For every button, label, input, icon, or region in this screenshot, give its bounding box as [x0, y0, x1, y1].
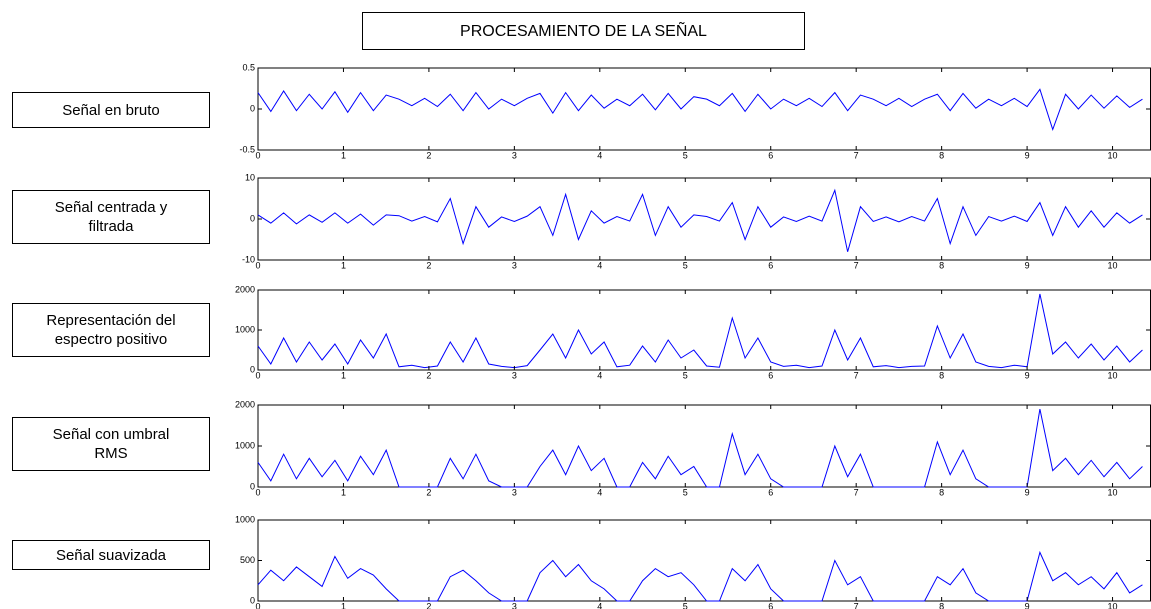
plot-frame: [257, 177, 1151, 261]
x-tick-label: 9: [1025, 601, 1030, 609]
x-tick-label: 1: [341, 150, 346, 160]
plot-frame: [257, 519, 1151, 602]
x-tick-label: 4: [597, 150, 602, 160]
x-tick-label: 3: [512, 370, 517, 380]
x-tick-label: 8: [939, 150, 944, 160]
x-tick-label: 5: [683, 487, 688, 497]
signal-line: [257, 550, 1143, 602]
x-tick-label: 0: [255, 601, 260, 609]
signal-line: [257, 408, 1143, 488]
x-tick-label: 4: [597, 601, 602, 609]
x-tick-label: 0: [255, 260, 260, 270]
x-tick-label: 4: [597, 487, 602, 497]
x-tick-label: 6: [768, 150, 773, 160]
x-tick-label: 10: [1108, 260, 1118, 270]
plot-label: Señal en bruto: [12, 92, 210, 128]
x-tick-label: 6: [768, 487, 773, 497]
x-tick-label: 6: [768, 370, 773, 380]
x-tick-label: 7: [854, 260, 859, 270]
x-tick-label: 5: [683, 601, 688, 609]
signal-line: [257, 188, 1143, 252]
x-tick-label: 3: [512, 150, 517, 160]
x-tick-label: 1: [341, 487, 346, 497]
x-tick-label: 10: [1108, 150, 1118, 160]
x-tick-label: 1: [341, 601, 346, 609]
x-tick-label: 8: [939, 260, 944, 270]
x-tick-label: 2: [426, 370, 431, 380]
plot-frame: [257, 289, 1151, 371]
x-tick-label: 9: [1025, 150, 1030, 160]
x-tick-label: 3: [512, 487, 517, 497]
x-tick-label: 7: [854, 487, 859, 497]
x-tick-label: 7: [854, 150, 859, 160]
x-tick-label: 5: [683, 150, 688, 160]
x-tick-label: 0: [255, 370, 260, 380]
x-tick-label: 0: [255, 150, 260, 160]
x-tick-label: 8: [939, 601, 944, 609]
page-title: PROCESAMIENTO DE LA SEÑAL: [362, 12, 805, 50]
x-tick-label: 0: [255, 487, 260, 497]
x-tick-label: 9: [1025, 260, 1030, 270]
x-tick-label: 2: [426, 150, 431, 160]
x-tick-label: 3: [512, 601, 517, 609]
x-tick-label: 3: [512, 260, 517, 270]
x-tick-label: 2: [426, 487, 431, 497]
x-tick-label: 1: [341, 370, 346, 380]
x-tick-label: 7: [854, 601, 859, 609]
y-tick-label: 10: [245, 172, 255, 182]
y-tick-label: 0: [250, 595, 255, 605]
y-tick-label: 0: [250, 481, 255, 491]
x-tick-label: 4: [597, 370, 602, 380]
x-tick-label: 8: [939, 487, 944, 497]
x-tick-label: 1: [341, 260, 346, 270]
x-tick-label: 6: [768, 601, 773, 609]
y-tick-label: 2000: [235, 284, 255, 294]
signal-line: [257, 88, 1143, 132]
x-tick-label: 6: [768, 260, 773, 270]
y-tick-label: 0: [250, 364, 255, 374]
y-tick-label: 500: [240, 555, 255, 565]
x-tick-label: 2: [426, 601, 431, 609]
y-tick-label: 1000: [235, 324, 255, 334]
y-tick-label: 0: [250, 213, 255, 223]
y-tick-label: 0: [250, 103, 255, 113]
x-tick-label: 2: [426, 260, 431, 270]
y-tick-label: -0.5: [239, 144, 255, 154]
x-tick-label: 8: [939, 370, 944, 380]
plot-label: Señal con umbral RMS: [12, 417, 210, 471]
plot-label: Señal centrada y filtrada: [12, 190, 210, 244]
x-tick-label: 9: [1025, 487, 1030, 497]
x-tick-label: 5: [683, 370, 688, 380]
y-tick-label: 1000: [235, 514, 255, 524]
x-tick-label: 7: [854, 370, 859, 380]
plot-frame: [257, 404, 1151, 488]
x-tick-label: 5: [683, 260, 688, 270]
x-tick-label: 4: [597, 260, 602, 270]
x-tick-label: 10: [1108, 601, 1118, 609]
plot-label: Señal suavizada: [12, 540, 210, 570]
y-tick-label: -10: [242, 254, 255, 264]
plot-label: Representación del espectro positivo: [12, 303, 210, 357]
x-tick-label: 10: [1108, 487, 1118, 497]
x-tick-label: 10: [1108, 370, 1118, 380]
y-tick-label: 2000: [235, 399, 255, 409]
x-tick-label: 9: [1025, 370, 1030, 380]
y-tick-label: 1000: [235, 440, 255, 450]
signal-line: [257, 293, 1143, 369]
y-tick-label: 0.5: [242, 62, 255, 72]
plot-frame: [257, 67, 1151, 151]
